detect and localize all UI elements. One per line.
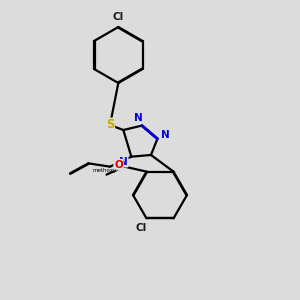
Text: N: N	[119, 157, 128, 167]
Text: Cl: Cl	[113, 12, 124, 22]
Text: S: S	[106, 118, 114, 131]
Text: O: O	[114, 160, 123, 170]
Text: Cl: Cl	[136, 224, 147, 233]
Text: N: N	[161, 130, 170, 140]
Text: N: N	[134, 113, 143, 123]
Text: methoxy: methoxy	[92, 168, 117, 173]
